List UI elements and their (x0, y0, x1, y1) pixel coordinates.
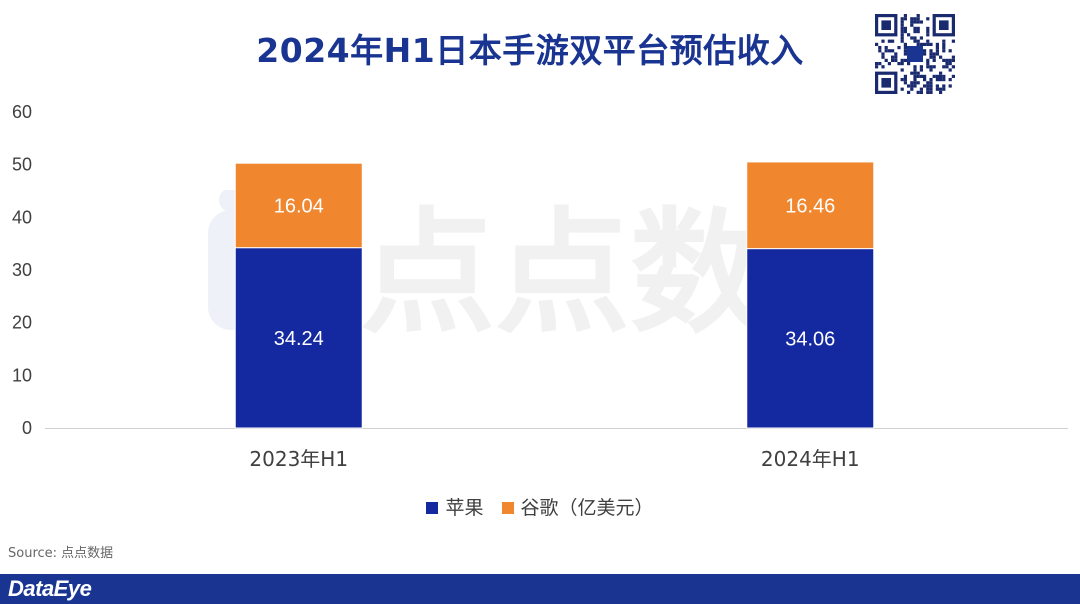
data-label: 16.04 (274, 195, 324, 217)
y-tick-label: 30 (12, 260, 32, 280)
y-tick-label: 0 (22, 418, 32, 438)
bar-segment-google (234, 162, 363, 249)
legend-swatch-google (501, 502, 514, 514)
y-tick-label: 10 (12, 365, 32, 385)
y-tick-label: 40 (12, 207, 32, 227)
legend-label-apple: 苹果 (445, 497, 484, 519)
legend: 苹果 谷歌（亿美元） (0, 493, 1080, 520)
y-tick-label: 50 (12, 155, 32, 175)
y-tick-label: 20 (12, 313, 32, 333)
data-label: 34.06 (785, 328, 835, 350)
source-note: Source: 点点数据 (8, 546, 114, 561)
y-tick-label: 60 (12, 102, 32, 122)
legend-label-google: 谷歌（亿美元） (520, 497, 654, 519)
x-tick-label: 2023年H1 (249, 447, 348, 471)
bar-segment-apple (746, 248, 875, 429)
data-label: 34.24 (274, 328, 324, 350)
bar-segment-apple (234, 247, 363, 429)
chart-title: 2024年H1日本手游双平台预估收入 (256, 31, 804, 70)
data-label: 16.46 (785, 195, 835, 217)
legend-item-google: 谷歌（亿美元） (501, 493, 654, 520)
x-tick-label: 2024年H1 (761, 447, 860, 471)
legend-swatch-apple (426, 502, 439, 514)
legend-item-apple: 苹果 (426, 493, 483, 520)
brand-logo: DataEye (8, 576, 92, 601)
bar-segment-google (746, 161, 875, 250)
watermark-text: 点点数 (360, 195, 760, 340)
footer-bar: DataEye (0, 574, 1080, 604)
qr-code-icon (875, 14, 955, 94)
stacked-bar-chart: 0 10 20 30 40 50 60 34.24 16.04 2023年H1 34.06 16.46… (12, 102, 1068, 471)
